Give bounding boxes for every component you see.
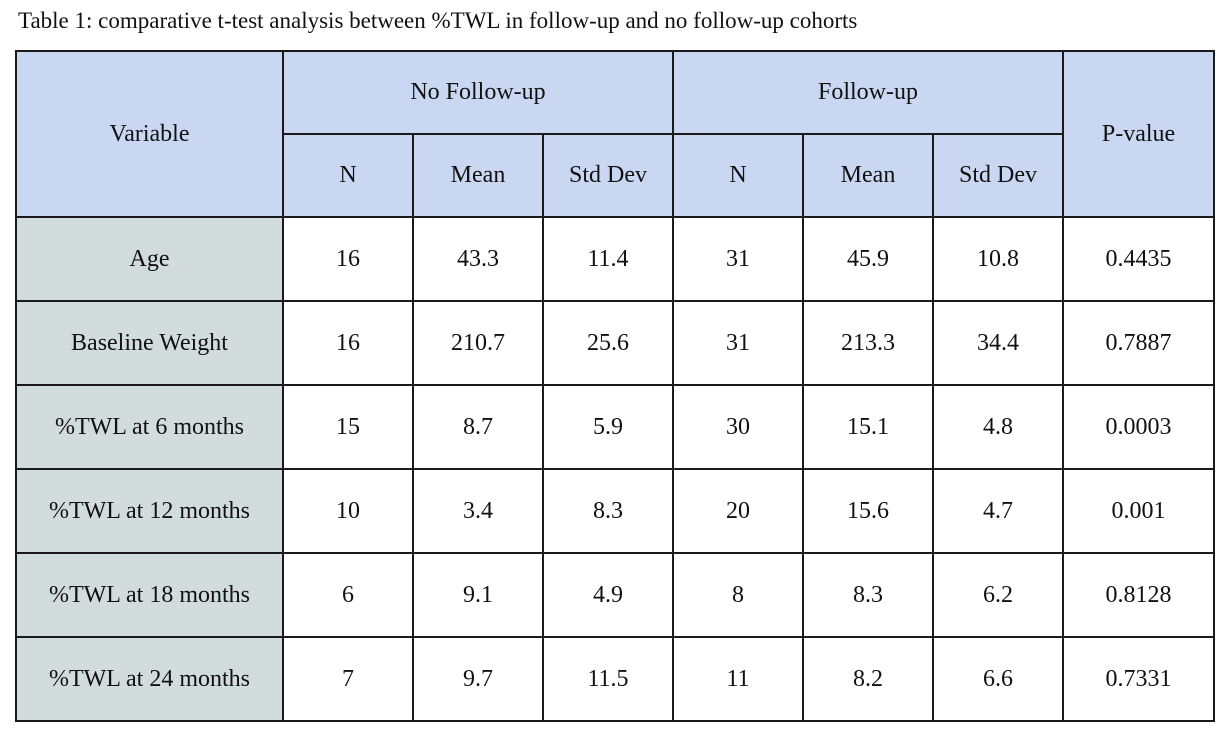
cell-nf-mean: 9.1: [412, 552, 544, 638]
cell-pvalue: 0.7331: [1062, 636, 1216, 722]
cell-f-mean: 8.2: [802, 636, 934, 722]
cell-f-mean: 15.6: [802, 468, 934, 554]
cell-nf-mean: 3.4: [412, 468, 544, 554]
cell-f-n: 20: [672, 468, 804, 554]
cell-f-sd: 10.8: [931, 216, 1065, 302]
cell-pvalue: 0.4435: [1062, 216, 1216, 302]
cell-nf-sd: 8.3: [542, 468, 674, 554]
cell-f-sd: 6.2: [931, 552, 1065, 638]
cell-nf-n: 6: [282, 552, 414, 638]
cell-nf-n: 7: [282, 636, 414, 722]
header-followup: Follow-up: [671, 50, 1065, 135]
header-nf-mean: Mean: [412, 133, 544, 218]
cell-f-n: 31: [672, 216, 804, 302]
table-row: %TWL at 12 months 10 3.4 8.3 20 15.6 4.7…: [15, 468, 1216, 554]
cell-nf-mean: 9.7: [412, 636, 544, 722]
header-no-followup: No Follow-up: [282, 50, 674, 135]
table-row: %TWL at 6 months 15 8.7 5.9 30 15.1 4.8 …: [15, 384, 1216, 470]
header-variable: Variable: [15, 50, 284, 218]
table-caption: Table 1: comparative t-test analysis bet…: [18, 8, 858, 33]
cell-f-mean: 213.3: [802, 300, 934, 386]
cell-nf-sd: 11.4: [542, 216, 674, 302]
cell-f-mean: 8.3: [802, 552, 934, 638]
table-row: Baseline Weight 16 210.7 25.6 31 213.3 3…: [15, 300, 1216, 386]
row-variable: %TWL at 18 months: [15, 552, 284, 638]
header-f-n: N: [672, 133, 804, 218]
t-test-table: Variable No Follow-up Follow-up P-value …: [15, 50, 1216, 722]
cell-f-n: 30: [672, 384, 804, 470]
cell-nf-n: 10: [282, 468, 414, 554]
cell-nf-n: 16: [282, 300, 414, 386]
cell-nf-sd: 5.9: [542, 384, 674, 470]
cell-pvalue: 0.8128: [1062, 552, 1216, 638]
cell-f-sd: 4.8: [931, 384, 1065, 470]
cell-nf-n: 15: [282, 384, 414, 470]
cell-f-mean: 45.9: [802, 216, 934, 302]
header-f-sd: Std Dev: [931, 133, 1065, 218]
cell-f-n: 31: [672, 300, 804, 386]
row-variable: Baseline Weight: [15, 300, 284, 386]
header-nf-n: N: [282, 133, 414, 218]
table-row: %TWL at 18 months 6 9.1 4.9 8 8.3 6.2 0.…: [15, 552, 1216, 638]
cell-f-n: 11: [672, 636, 804, 722]
cell-nf-sd: 11.5: [542, 636, 674, 722]
row-variable: %TWL at 6 months: [15, 384, 284, 470]
header-nf-sd: Std Dev: [542, 133, 674, 218]
row-variable: %TWL at 12 months: [15, 468, 284, 554]
cell-f-mean: 15.1: [802, 384, 934, 470]
header-pvalue: P-value: [1062, 50, 1216, 218]
cell-nf-mean: 210.7: [412, 300, 544, 386]
cell-nf-mean: 8.7: [412, 384, 544, 470]
header-group-row: Variable No Follow-up Follow-up P-value: [15, 50, 1216, 218]
cell-f-n: 8: [672, 552, 804, 638]
cell-f-sd: 4.7: [931, 468, 1065, 554]
cell-nf-sd: 25.6: [542, 300, 674, 386]
cell-nf-n: 16: [282, 216, 414, 302]
table-row: Age 16 43.3 11.4 31 45.9 10.8 0.4435: [15, 216, 1216, 302]
cell-pvalue: 0.001: [1062, 468, 1216, 554]
cell-nf-sd: 4.9: [542, 552, 674, 638]
cell-pvalue: 0.7887: [1062, 300, 1216, 386]
cell-nf-mean: 43.3: [412, 216, 544, 302]
header-f-mean: Mean: [802, 133, 934, 218]
cell-f-sd: 34.4: [931, 300, 1065, 386]
cell-f-sd: 6.6: [931, 636, 1065, 722]
table-row: %TWL at 24 months 7 9.7 11.5 11 8.2 6.6 …: [15, 636, 1216, 722]
header-sub-row: N Mean Std Dev N Mean Std Dev: [16, 133, 1214, 218]
row-variable: %TWL at 24 months: [15, 636, 284, 722]
cell-pvalue: 0.0003: [1062, 384, 1216, 470]
row-variable: Age: [15, 216, 284, 302]
